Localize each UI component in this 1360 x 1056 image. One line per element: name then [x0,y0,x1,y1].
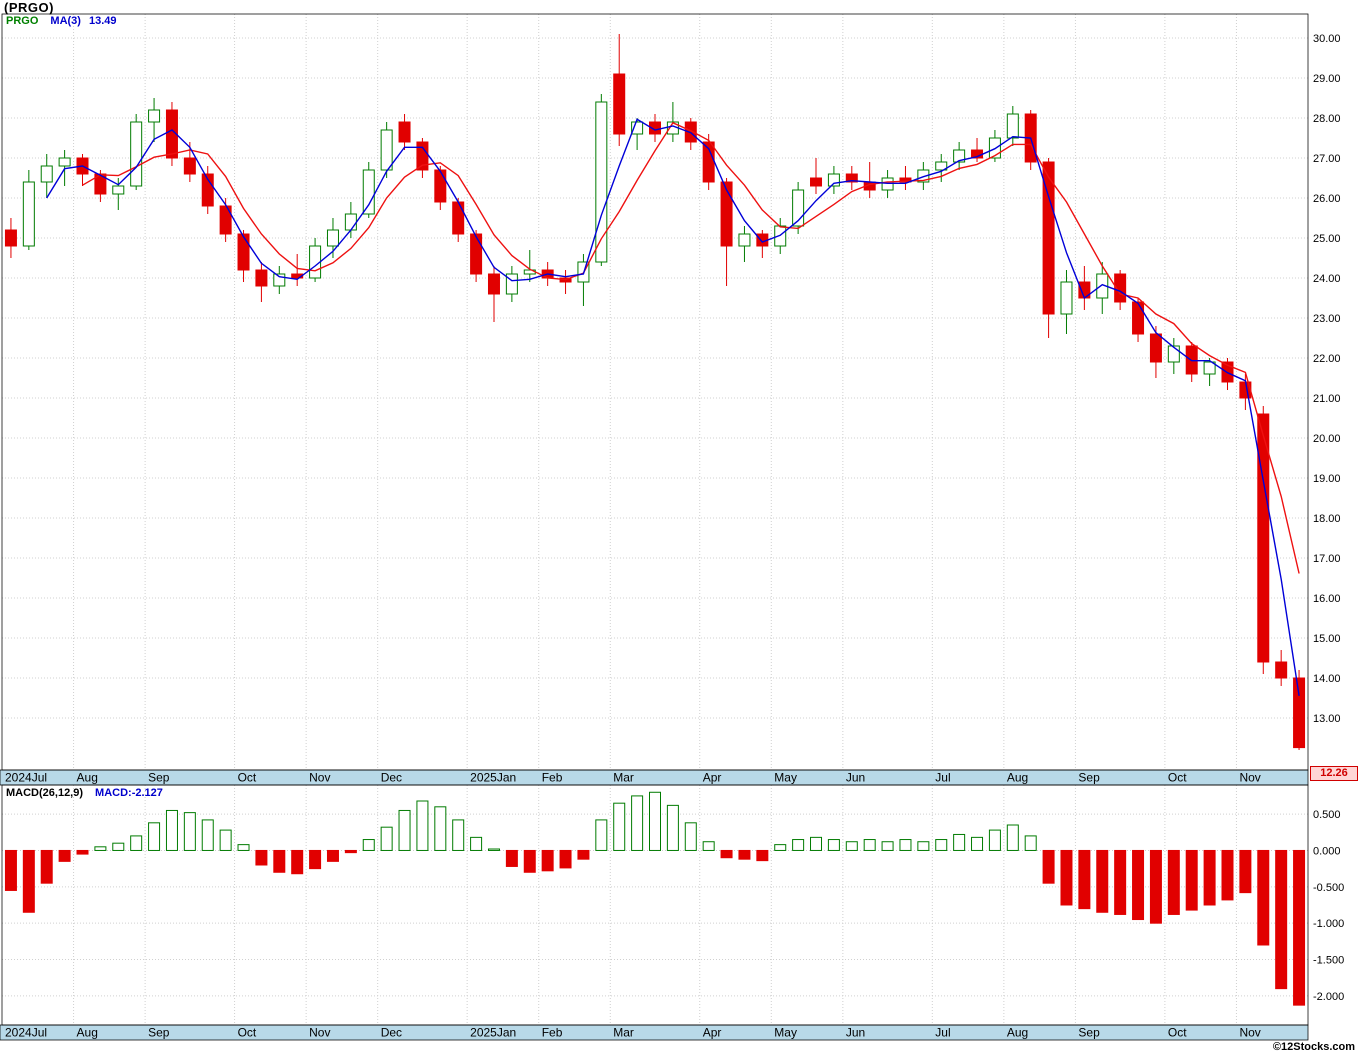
month-label: Jun [846,1026,865,1040]
price-tick-label: 26.00 [1313,193,1341,205]
price-tick-label: 23.00 [1313,313,1341,325]
watermark: ©12Stocks.com [1272,1041,1355,1053]
month-label: 2025Jan [470,1026,516,1040]
price-tick-label: 17.00 [1313,553,1341,565]
month-label: Oct [1168,1026,1187,1040]
month-label: Jul [935,1026,950,1040]
month-label: Aug [77,1026,98,1040]
month-label: Aug [77,771,98,785]
month-label: 2025Jan [470,771,516,785]
price-tick-label: 27.00 [1313,153,1341,165]
macd-tick-label: -1.500 [1313,955,1344,967]
main-panel-frame [1,13,1309,771]
macd-tick-label: 0.000 [1313,845,1341,857]
month-label: 2024Jul [5,1026,47,1040]
symbol-label: PRGO [6,15,39,27]
month-label: Dec [381,771,402,785]
month-label: Feb [542,771,563,785]
month-label: Dec [381,1026,402,1040]
price-tick-label: 25.00 [1313,233,1341,245]
month-label: Nov [1239,771,1260,785]
month-label: Jun [846,771,865,785]
price-tick-label: 29.00 [1313,73,1341,85]
candles [4,34,1306,750]
axis-tick-labels: 30.00 29.00 28.00 27.00 26.00 25.00 24.00 23.00… [1313,33,1344,1003]
month-label: Sep [1078,771,1100,785]
chart-title: (PRGO) [4,0,54,15]
month-label: Sep [148,1026,170,1040]
month-label: Oct [1168,771,1187,785]
month-label: Oct [238,1026,257,1040]
month-label: Aug [1007,771,1028,785]
macd-value-label: MACD:-2.127 [95,787,163,799]
month-label: Feb [542,1026,563,1040]
month-label: 2024Jul [5,771,47,785]
gridlines [2,14,1308,1025]
ma-slow-line [82,121,1300,574]
ma-fast-line [46,118,1300,697]
price-tick-label: 14.00 [1313,673,1341,685]
month-label: Aug [1007,1026,1028,1040]
month-label: Oct [238,771,257,785]
month-label: May [774,771,797,785]
month-label: Mar [613,771,634,785]
month-label: Jul [935,771,950,785]
month-label: May [774,1026,797,1040]
macd-tick-label: -2.000 [1313,991,1344,1003]
month-label: Mar [613,1026,634,1040]
month-label: Nov [1239,1026,1260,1040]
month-label: Nov [309,1026,330,1040]
price-tick-label: 22.00 [1313,353,1341,365]
month-label: Apr [703,1026,722,1040]
month-label: Sep [148,771,170,785]
macd-tick-label: 0.500 [1313,809,1341,821]
last-price-badge: 12.26 [1310,766,1358,781]
main-chart-legend: PRGO MA(3) 13.49 [6,15,125,27]
price-tick-label: 18.00 [1313,513,1341,525]
price-tick-label: 28.00 [1313,113,1341,125]
macd-panel-frame [1,784,1309,1026]
price-tick-label: 15.00 [1313,633,1341,645]
macd-legend: MACD(26,12,9) MACD:-2.127 [6,787,163,799]
macd-histogram [4,791,1306,1006]
month-label: Nov [309,771,330,785]
price-tick-label: 21.00 [1313,393,1341,405]
price-tick-label: 24.00 [1313,273,1341,285]
macd-params-label: MACD(26,12,9) [6,787,84,799]
month-label: Sep [1078,1026,1100,1040]
macd-tick-label: -1.000 [1313,918,1344,930]
ma-label: MA(3) [50,15,81,27]
price-tick-label: 19.00 [1313,473,1341,485]
month-label: Apr [703,771,722,785]
price-tick-label: 13.00 [1313,713,1341,725]
price-tick-label: 20.00 [1313,433,1341,445]
macd-tick-label: -0.500 [1313,882,1344,894]
ma-value: 13.49 [88,15,117,27]
price-tick-label: 30.00 [1313,33,1341,45]
price-tick-label: 16.00 [1313,593,1341,605]
